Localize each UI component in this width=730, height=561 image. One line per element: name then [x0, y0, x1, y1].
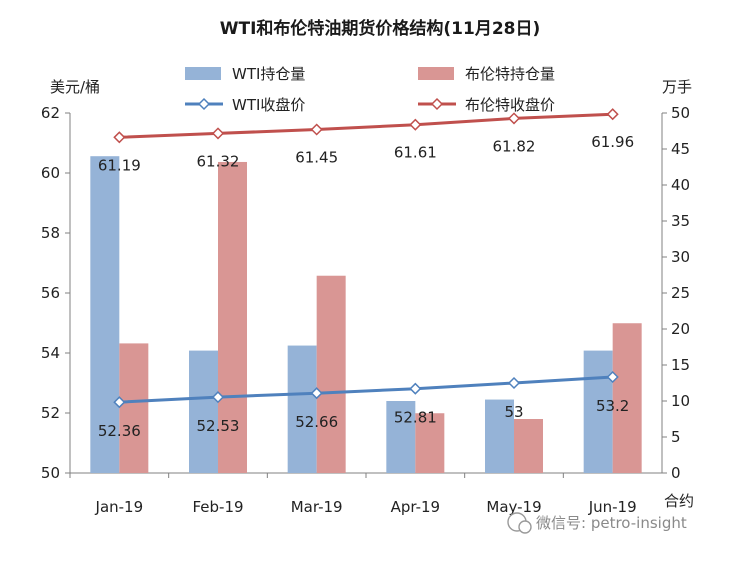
bar-wti-volume — [386, 401, 416, 473]
bar-brent-volume — [316, 275, 346, 473]
brent-price-marker — [507, 112, 521, 125]
x-tick-label: Mar-19 — [291, 498, 343, 516]
right-tick-label: 0 — [671, 464, 681, 482]
right-tick-label: 35 — [671, 212, 690, 230]
legend-marker — [430, 97, 444, 111]
wti-price-marker — [113, 396, 126, 409]
wti-price-label: 52.53 — [197, 417, 240, 435]
chart-title: WTI和布伦特油期货价格结构(11月28日) — [220, 18, 541, 39]
bar-wti-volume — [287, 345, 317, 473]
legend-label: 布伦特收盘价 — [465, 96, 555, 114]
right-axis-unit: 万手 — [662, 78, 692, 96]
legend-marker — [197, 97, 211, 111]
wti-price-marker — [211, 391, 225, 404]
legend-label: WTI收盘价 — [232, 96, 305, 114]
bar-wti-volume — [583, 350, 613, 473]
brent-price-marker — [409, 118, 422, 131]
bar-brent-volume — [514, 419, 543, 473]
right-tick-label: 10 — [671, 392, 690, 410]
watermark-text: 微信号: petro-insight — [536, 514, 687, 532]
legend-label: 布伦特持仓量 — [465, 65, 555, 83]
bar-wti-volume — [189, 350, 218, 473]
left-tick-label: 62 — [41, 104, 60, 122]
brent-price-label: 61.45 — [295, 149, 338, 167]
left-tick-label: 54 — [41, 344, 60, 362]
brent-price-label: 61.32 — [197, 152, 240, 170]
left-tick-label: 52 — [41, 404, 60, 422]
left-axis-unit: 美元/桶 — [50, 78, 100, 96]
right-tick-label: 30 — [671, 248, 690, 266]
x-tick-label: Apr-19 — [391, 498, 441, 516]
bar-brent-volume — [218, 161, 247, 473]
bar-brent-volume — [119, 343, 149, 473]
wti-price-line — [119, 375, 613, 404]
wti-price-marker — [507, 376, 521, 390]
wti-price-marker — [409, 382, 422, 395]
brent-price-label: 61.19 — [98, 156, 141, 174]
wechat-icon — [507, 512, 532, 534]
bar-wti-volume — [90, 156, 120, 473]
x-tick-label: Feb-19 — [192, 498, 243, 516]
right-tick-label: 40 — [671, 176, 690, 194]
bar-brent-volume — [415, 413, 445, 473]
chart-legend: WTI持仓量 布伦特持仓量 WTI收盘价 布伦特收盘价 — [185, 65, 555, 114]
legend-swatch — [185, 67, 221, 80]
legend-swatch — [418, 67, 454, 80]
brent-price-marker — [310, 123, 323, 136]
right-axis-footer: 合约 — [664, 492, 694, 510]
watermark: 微信号: petro-insight — [507, 512, 687, 534]
wti-price-label: 52.36 — [98, 422, 141, 440]
plot-area: 50 52 54 56 58 60 62 0 5 10 15 20 25 30 35 40 45 50 Jan-19… — [41, 104, 690, 516]
right-tick-label: 50 — [671, 104, 690, 122]
brent-price-marker — [113, 131, 126, 144]
wti-price-label: 53 — [504, 403, 523, 421]
x-tick-label: Jan-19 — [95, 498, 144, 516]
right-tick-label: 20 — [671, 320, 690, 338]
left-tick-label: 60 — [41, 164, 60, 182]
brent-price-line — [119, 112, 613, 139]
wti-price-label: 52.66 — [295, 413, 338, 431]
left-tick-label: 50 — [41, 464, 60, 482]
legend-label: WTI持仓量 — [232, 65, 305, 83]
right-tick-label: 5 — [671, 428, 681, 446]
bar-brent-volume — [612, 323, 642, 473]
bar-wti-volume — [485, 399, 514, 473]
right-tick-label: 25 — [671, 284, 690, 302]
brent-price-marker — [211, 127, 225, 140]
wti-price-marker — [310, 387, 323, 400]
right-tick-label: 15 — [671, 356, 690, 374]
wti-price-label: 52.81 — [394, 409, 437, 427]
brent-price-label: 61.96 — [591, 133, 634, 151]
brent-price-label: 61.61 — [394, 144, 437, 162]
x-tick-label: May-19 — [486, 498, 541, 516]
left-tick-label: 58 — [41, 224, 60, 242]
wti-price-label: 53.2 — [596, 397, 629, 415]
brent-price-marker — [606, 108, 619, 121]
right-tick-label: 45 — [671, 140, 690, 158]
left-tick-label: 56 — [41, 284, 60, 302]
x-tick-label: Jun-19 — [588, 498, 637, 516]
brent-price-label: 61.82 — [493, 137, 536, 155]
wti-price-marker — [606, 370, 619, 384]
